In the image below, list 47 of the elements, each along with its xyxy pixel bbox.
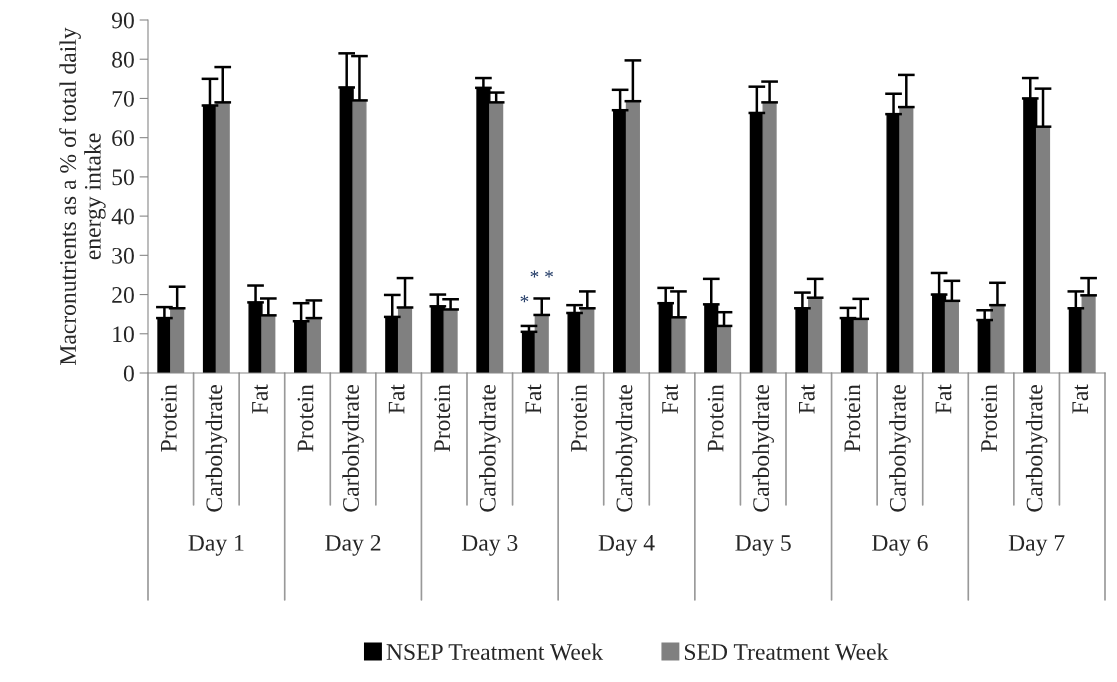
x-tick-label: Carbohydrate xyxy=(1025,384,1048,512)
y-tick-label: 60 xyxy=(112,130,134,147)
legend-label: NSEP Treatment Week xyxy=(386,643,604,661)
x-tick-label: Carbohydrate xyxy=(615,384,638,512)
y-tick-label: 10 xyxy=(113,326,134,343)
x-tick-label: Protein xyxy=(434,384,451,452)
y-tick-label: 90 xyxy=(111,12,134,29)
annotation: * xyxy=(520,295,529,303)
x-tick-label: Fat xyxy=(1072,384,1089,414)
y-tick-label: 80 xyxy=(112,51,134,68)
x-tick-label: Fat xyxy=(799,384,815,414)
bar xyxy=(202,104,218,373)
x-tick-label: Fat xyxy=(935,384,952,414)
x-tick-label: Carbohydrate xyxy=(342,384,364,512)
annotation: * * xyxy=(530,270,553,278)
x-tick-label: Protein xyxy=(160,384,177,452)
x-tick-label: Protein xyxy=(570,384,587,452)
y-tick-label: 70 xyxy=(112,90,134,107)
text: Day 2 xyxy=(325,534,381,556)
y-tick-label: 50 xyxy=(112,169,134,186)
text: Day 7 xyxy=(1008,535,1065,556)
x-tick-label: Protein xyxy=(707,384,724,452)
x-tick-label: Fat xyxy=(525,384,542,414)
legend-label: SED Treatment Week xyxy=(684,643,889,661)
x-tick-label: Carbohydrate xyxy=(205,384,228,512)
text: Day 5 xyxy=(735,535,791,556)
x-tick-label: Fat xyxy=(662,384,678,414)
x-tick-label: Carbohydrate xyxy=(752,384,774,512)
text: Day 4 xyxy=(598,535,655,556)
y-tick-label: 0 xyxy=(123,365,134,382)
text: Day 1 xyxy=(188,535,244,556)
text: Day 6 xyxy=(872,534,928,556)
x-tick-label: Carbohydrate xyxy=(479,384,501,512)
y-tick-label: 40 xyxy=(111,208,134,225)
x-tick-label: Carbohydrate xyxy=(889,384,911,512)
y-tick-label: 20 xyxy=(112,287,134,303)
x-tick-label: Protein xyxy=(297,384,314,452)
y-axis-title: Macronutrients as a % of total daily energy intake xyxy=(59,27,106,365)
x-tick-label: Protein xyxy=(844,384,861,452)
text: Day 3 xyxy=(461,534,518,556)
bar xyxy=(886,113,901,373)
x-tick-label: Protein xyxy=(981,384,997,452)
x-tick-label: Fat xyxy=(388,384,405,414)
x-tick-label: Fat xyxy=(252,384,268,414)
bar xyxy=(613,109,628,373)
bar xyxy=(749,112,764,373)
y-tick-label: 30 xyxy=(112,247,134,264)
